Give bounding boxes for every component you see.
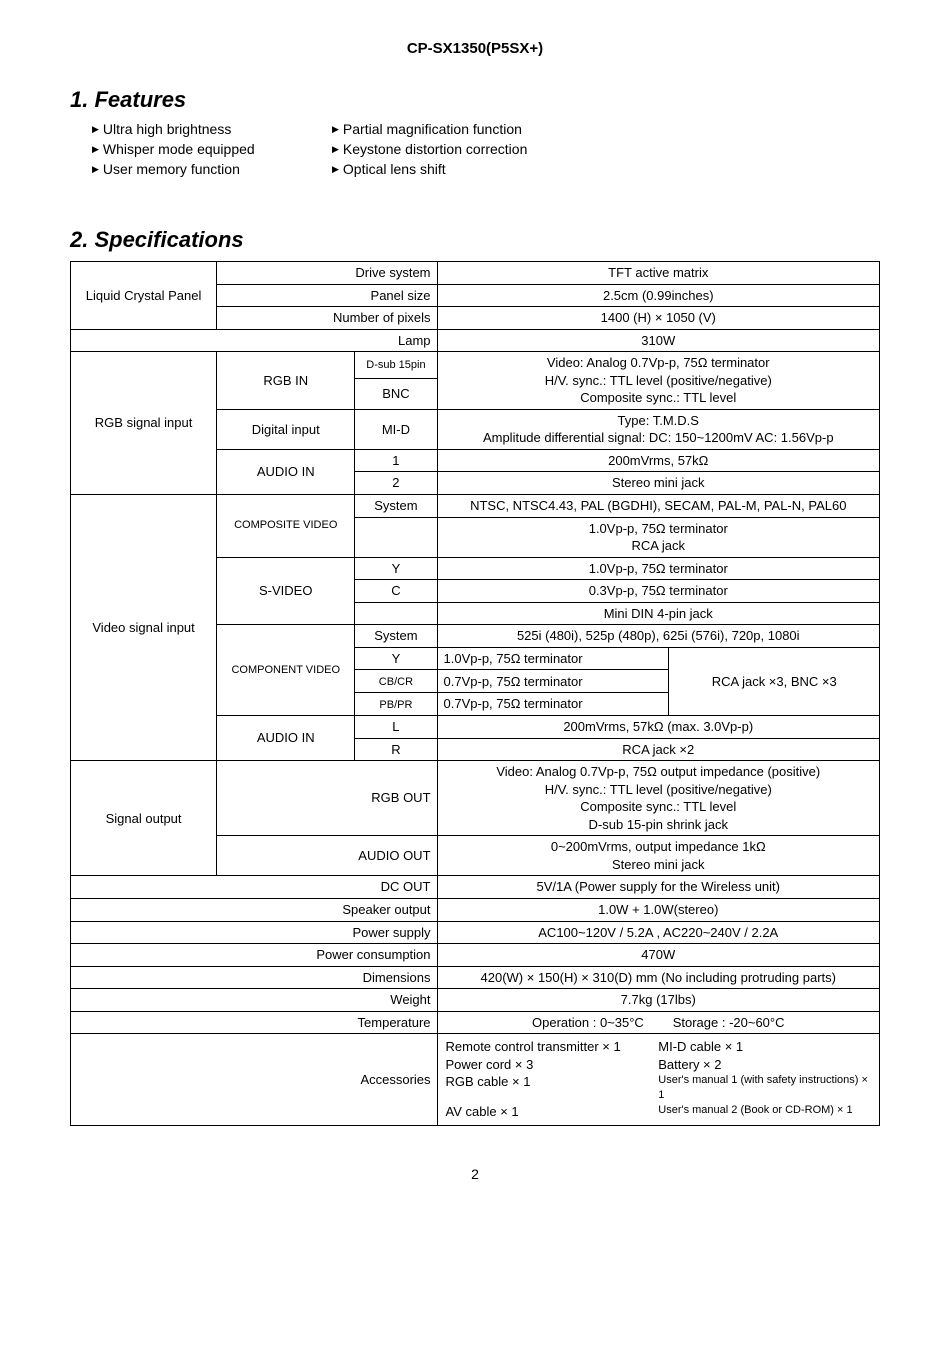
- cell-temp-lbl: Temperature: [71, 1011, 438, 1034]
- cell-lamp: 310W: [437, 329, 879, 352]
- feature-item: Optical lens shift: [332, 161, 632, 177]
- cell-audioin-lbl: AUDIO IN: [217, 449, 355, 494]
- cell-panelsize-lbl: Panel size: [217, 284, 437, 307]
- cell-dcout-lbl: DC OUT: [71, 876, 438, 899]
- cell-speaker: 1.0W + 1.0W(stereo): [437, 899, 879, 922]
- cell-drive-lbl: Drive system: [217, 262, 437, 285]
- cell-lcp: Liquid Crystal Panel: [71, 262, 217, 330]
- cell-audioout: 0~200mVrms, output impedance 1kΩ Stereo …: [437, 836, 879, 876]
- cell-cbcr: 0.7Vp-p, 75Ω terminator: [437, 670, 669, 693]
- cell-compsys-lbl: System: [355, 495, 437, 518]
- specifications-heading: 2. Specifications: [70, 227, 880, 253]
- cell-svideoy: 1.0Vp-p, 75Ω terminator: [437, 557, 879, 580]
- feature-item: User memory function: [92, 161, 312, 177]
- cell-pbpr-lbl: PB/PR: [355, 693, 437, 716]
- cell-digital-val: Type: T.M.D.S Amplitude differential sig…: [437, 409, 879, 449]
- feature-item: Partial magnification function: [332, 121, 632, 137]
- feature-item: Keystone distortion correction: [332, 141, 632, 157]
- cell-mid-lbl: MI-D: [355, 409, 437, 449]
- cell-panelsize: 2.5cm (0.99inches): [437, 284, 879, 307]
- cell-svideo-lbl: S-VIDEO: [217, 557, 355, 625]
- feature-item: Whisper mode equipped: [92, 141, 312, 157]
- cell-dsub-lbl: D-sub 15pin: [355, 352, 437, 379]
- cell-audior: RCA jack ×2: [437, 738, 879, 761]
- cell-cons-lbl: Power consumption: [71, 944, 438, 967]
- cell-power: AC100~120V / 5.2A , AC220~240V / 2.2A: [437, 921, 879, 944]
- cell-audioin2-lbl: AUDIO IN: [217, 716, 355, 761]
- cell-audiol: 200mVrms, 57kΩ (max. 3.0Vp-p): [437, 716, 879, 739]
- cell-svideoc-lbl: C: [355, 580, 437, 603]
- features-list: Ultra high brightness Partial magnificat…: [92, 121, 880, 177]
- cell-rgbin-val: Video: Analog 0.7Vp-p, 75Ω terminator H/…: [437, 352, 879, 410]
- cell-dim: 420(W) × 150(H) × 310(D) mm (No includin…: [437, 966, 879, 989]
- specifications-table: Liquid Crystal Panel Drive system TFT ac…: [70, 261, 880, 1126]
- cell-svideoy-lbl: Y: [355, 557, 437, 580]
- cell-rgbout: Video: Analog 0.7Vp-p, 75Ω output impeda…: [437, 761, 879, 836]
- cell-svideojack: Mini DIN 4-pin jack: [437, 602, 879, 625]
- cell-audio1: 200mVrms, 57kΩ: [437, 449, 879, 472]
- cell-audioout-lbl: AUDIO OUT: [217, 836, 437, 876]
- cell-acc: Remote control transmitter × 1MI-D cable…: [437, 1034, 879, 1125]
- cell-drive: TFT active matrix: [437, 262, 879, 285]
- cell-temp: Operation : 0~35°C Storage : -20~60°C: [437, 1011, 879, 1034]
- cell-audio2: Stereo mini jack: [437, 472, 879, 495]
- cell-weight-lbl: Weight: [71, 989, 438, 1012]
- feature-item: Ultra high brightness: [92, 121, 312, 137]
- cell-audio1-lbl: 1: [355, 449, 437, 472]
- cell-speaker-lbl: Speaker output: [71, 899, 438, 922]
- cell-component-lbl: COMPONENT VIDEO: [217, 625, 355, 716]
- cell-lamp-lbl: Lamp: [71, 329, 438, 352]
- cell-compsys2: 525i (480i), 525p (480p), 625i (576i), 7…: [437, 625, 879, 648]
- cell-compjack: RCA jack ×3, BNC ×3: [669, 647, 880, 715]
- cell-bnc-lbl: BNC: [355, 379, 437, 410]
- cell-dcout: 5V/1A (Power supply for the Wireless uni…: [437, 876, 879, 899]
- cell-weight: 7.7kg (17lbs): [437, 989, 879, 1012]
- cell-cbcr-lbl: CB/CR: [355, 670, 437, 693]
- cell-composite-val: 1.0Vp-p, 75Ω terminator RCA jack: [437, 517, 879, 557]
- cell-rgbout-lbl: RGB OUT: [217, 761, 437, 836]
- page-number: 2: [70, 1166, 880, 1182]
- cell-dim-lbl: Dimensions: [71, 966, 438, 989]
- cell-rgbin-lbl: RGB IN: [217, 352, 355, 410]
- cell-pixels-lbl: Number of pixels: [217, 307, 437, 330]
- cell-rgbsignal-lbl: RGB signal input: [71, 352, 217, 495]
- cell-videosignal-lbl: Video signal input: [71, 495, 217, 761]
- cell-audior-lbl: R: [355, 738, 437, 761]
- cell-compsys2-lbl: System: [355, 625, 437, 648]
- cell-composite-lbl: COMPOSITE VIDEO: [217, 495, 355, 558]
- cell-audiol-lbl: L: [355, 716, 437, 739]
- features-heading: 1. Features: [70, 87, 880, 113]
- cell-svideoc: 0.3Vp-p, 75Ω terminator: [437, 580, 879, 603]
- cell-power-lbl: Power supply: [71, 921, 438, 944]
- cell-acc-lbl: Accessories: [71, 1034, 438, 1125]
- cell-compy-lbl: Y: [355, 647, 437, 670]
- cell-cons: 470W: [437, 944, 879, 967]
- cell-audio2-lbl: 2: [355, 472, 437, 495]
- cell-pixels: 1400 (H) × 1050 (V): [437, 307, 879, 330]
- cell-compsys: NTSC, NTSC4.43, PAL (BGDHI), SECAM, PAL-…: [437, 495, 879, 518]
- cell-pbpr: 0.7Vp-p, 75Ω terminator: [437, 693, 669, 716]
- cell-sigout-lbl: Signal output: [71, 761, 217, 876]
- document-title: CP-SX1350(P5SX+): [70, 40, 880, 57]
- cell-compy: 1.0Vp-p, 75Ω terminator: [437, 647, 669, 670]
- cell-digital-lbl: Digital input: [217, 409, 355, 449]
